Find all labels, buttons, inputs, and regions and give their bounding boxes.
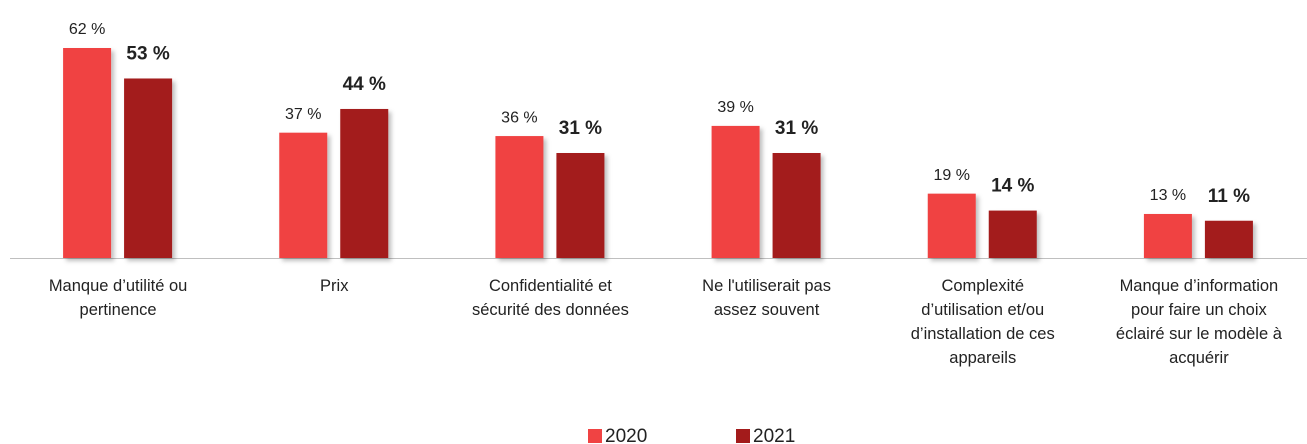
value-label: 62 % xyxy=(69,21,105,38)
bar xyxy=(927,193,976,258)
bar xyxy=(711,125,760,258)
value-label: 44 % xyxy=(343,74,386,95)
x-tick-label: Ne l'utiliserait pas assez souvent xyxy=(702,277,831,319)
legend-label: 2021 xyxy=(753,426,795,444)
value-label: 31 % xyxy=(559,118,602,139)
bar xyxy=(1143,213,1192,258)
value-label: 39 % xyxy=(717,99,753,116)
value-label: 19 % xyxy=(934,167,970,184)
legend-label: 2020 xyxy=(605,426,647,444)
value-label: 11 % xyxy=(1208,186,1250,207)
value-label: 14 % xyxy=(991,176,1034,197)
bar xyxy=(1204,220,1253,258)
value-label: 37 % xyxy=(285,106,321,123)
value-label: 36 % xyxy=(501,109,537,126)
bar xyxy=(772,153,821,258)
x-tick-label: Complexité d’utilisation et/ou d’install… xyxy=(910,277,1055,367)
bar xyxy=(340,108,389,258)
bar xyxy=(63,48,112,258)
bar xyxy=(124,78,173,258)
legend-swatch xyxy=(736,429,750,443)
value-label: 31 % xyxy=(775,118,818,139)
bar xyxy=(495,136,544,258)
x-tick-label: Confidentialité et sécurité des données xyxy=(471,277,629,319)
value-label: 53 % xyxy=(126,43,169,64)
x-tick-label: Manque d’utilité ou pertinence xyxy=(48,277,188,319)
bar xyxy=(279,132,328,258)
bar xyxy=(556,153,605,258)
x-tick-label: Manque d’information pour faire un choix… xyxy=(1115,277,1282,367)
x-tick-label: Prix xyxy=(320,277,349,295)
bar xyxy=(988,210,1037,258)
legend-swatch xyxy=(588,429,602,443)
value-label: 13 % xyxy=(1150,187,1186,204)
